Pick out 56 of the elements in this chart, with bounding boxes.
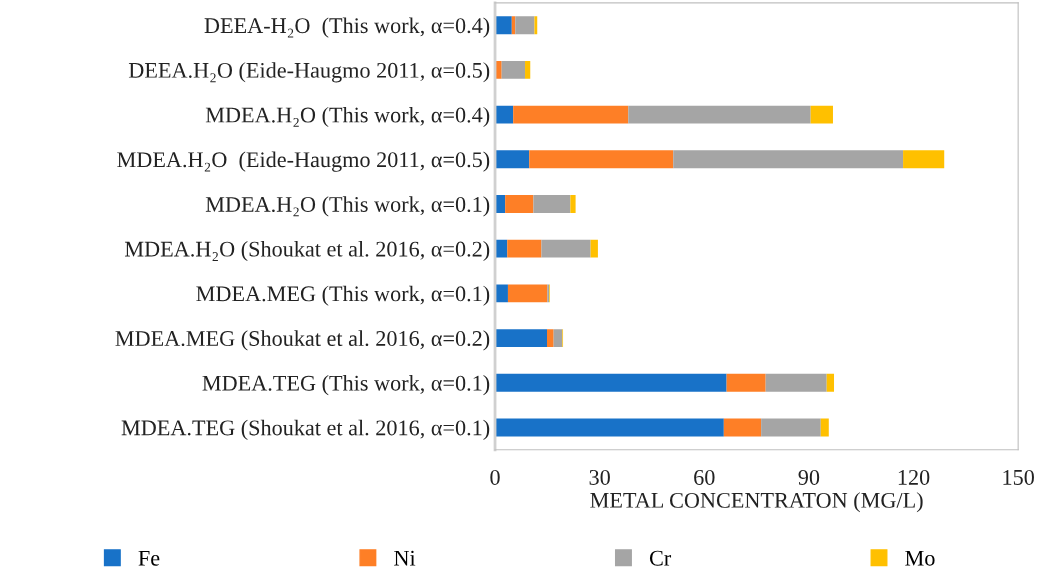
y-tick-label: MDEA.TEG (This work, α=0.1): [202, 375, 490, 396]
x-tick-label: 120: [898, 469, 930, 485]
bar: [507, 239, 542, 258]
y-tick-label: MDEA.H₂O (Eide-Haugmo 2011, α=0.5): [117, 151, 490, 172]
x-tick-label: 90: [798, 469, 820, 485]
bar: [495, 373, 727, 392]
y-tick-label: MDEA.H₂O (This work, α=0.1): [205, 196, 490, 217]
bar: [495, 150, 530, 169]
x-axis-title: METAL CONCENTRATON (MG/L): [590, 492, 923, 513]
bar: [507, 284, 548, 303]
bar: [590, 239, 598, 258]
bar: [515, 16, 535, 35]
x-tick-label: 30: [589, 469, 610, 485]
bar: [525, 60, 531, 79]
bar: [903, 150, 945, 169]
legend-label: Ni: [394, 550, 416, 566]
bar: [553, 329, 563, 348]
x-tick-label: 150: [1003, 469, 1034, 485]
bar: [495, 329, 547, 348]
y-tick-label: MDEA.H₂O (Shoukat et al. 2016, α=0.2): [124, 240, 490, 262]
y-tick-label: DEEA-H₂O (This work, α=0.4): [204, 17, 490, 38]
bar: [495, 418, 724, 437]
bar: [529, 150, 674, 169]
bar: [495, 60, 502, 79]
bar: [495, 284, 508, 303]
y-tick-label: MDEA.TEG (Shoukat et al. 2016, α=0.1): [121, 419, 490, 440]
bar: [533, 195, 571, 213]
bar: [628, 105, 811, 124]
bar: [765, 373, 827, 392]
bar: [505, 195, 534, 213]
bar: [501, 60, 526, 79]
bar: [826, 373, 835, 392]
bar: [570, 195, 576, 213]
bar: [761, 418, 821, 437]
x-tick-label: 60: [694, 469, 715, 485]
bar: [495, 16, 512, 35]
bar: [723, 418, 762, 437]
legend-label: Mo: [905, 550, 935, 566]
bar: [495, 195, 506, 213]
bar: [541, 239, 591, 258]
bar: [547, 329, 554, 348]
x-tick-label: 0: [490, 469, 500, 485]
bar: [820, 418, 829, 437]
y-tick-label: DEEA.H₂O (Eide-Haugmo 2011, α=0.5): [128, 62, 490, 83]
bar: [810, 105, 833, 124]
y-tick-label: MDEA.H₂O (This work, α=0.4): [205, 106, 490, 128]
bar: [495, 239, 508, 258]
bar: [673, 150, 904, 169]
bar: [534, 16, 538, 35]
bar: [726, 373, 766, 392]
y-tick-label: MDEA.MEG (Shoukat et al. 2016, α=0.2): [115, 330, 490, 351]
legend-label: Fe: [138, 550, 160, 566]
legend-label: Cr: [649, 550, 672, 566]
y-tick-label: MDEA.MEG (This work, α=0.1): [196, 285, 490, 306]
bar: [495, 105, 514, 124]
bar: [513, 105, 629, 124]
